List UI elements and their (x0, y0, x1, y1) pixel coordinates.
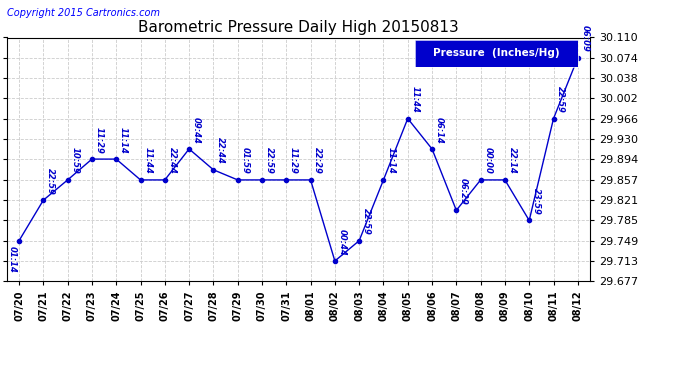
Text: 23:59: 23:59 (532, 188, 541, 215)
Text: 10:59: 10:59 (70, 147, 79, 174)
Text: 09:44: 09:44 (192, 117, 201, 143)
Text: 06:29: 06:29 (459, 178, 468, 205)
Text: 01:59: 01:59 (241, 147, 250, 174)
Text: 06:09: 06:09 (580, 26, 589, 52)
Text: 00:44: 00:44 (337, 228, 346, 255)
Text: 01:14: 01:14 (8, 246, 17, 273)
Text: 22:29: 22:29 (313, 147, 322, 174)
Text: 22:59: 22:59 (265, 147, 274, 174)
Text: 22:14: 22:14 (508, 147, 517, 174)
Text: 22:59: 22:59 (362, 208, 371, 235)
Text: 11:44: 11:44 (411, 86, 420, 113)
Text: 22:44: 22:44 (168, 147, 177, 174)
Text: 22:59: 22:59 (46, 168, 55, 195)
Text: 22:44: 22:44 (216, 137, 225, 164)
Text: 11:44: 11:44 (144, 147, 152, 174)
Text: 11:14: 11:14 (119, 127, 128, 153)
Text: 00:00: 00:00 (484, 147, 493, 174)
Text: 22:59: 22:59 (556, 86, 565, 113)
Text: 11:14: 11:14 (386, 147, 395, 174)
Text: 11:29: 11:29 (95, 127, 103, 153)
Text: Copyright 2015 Cartronics.com: Copyright 2015 Cartronics.com (7, 8, 160, 18)
Title: Barometric Pressure Daily High 20150813: Barometric Pressure Daily High 20150813 (138, 20, 459, 35)
Text: 11:29: 11:29 (289, 147, 298, 174)
Text: 06:14: 06:14 (435, 117, 444, 143)
